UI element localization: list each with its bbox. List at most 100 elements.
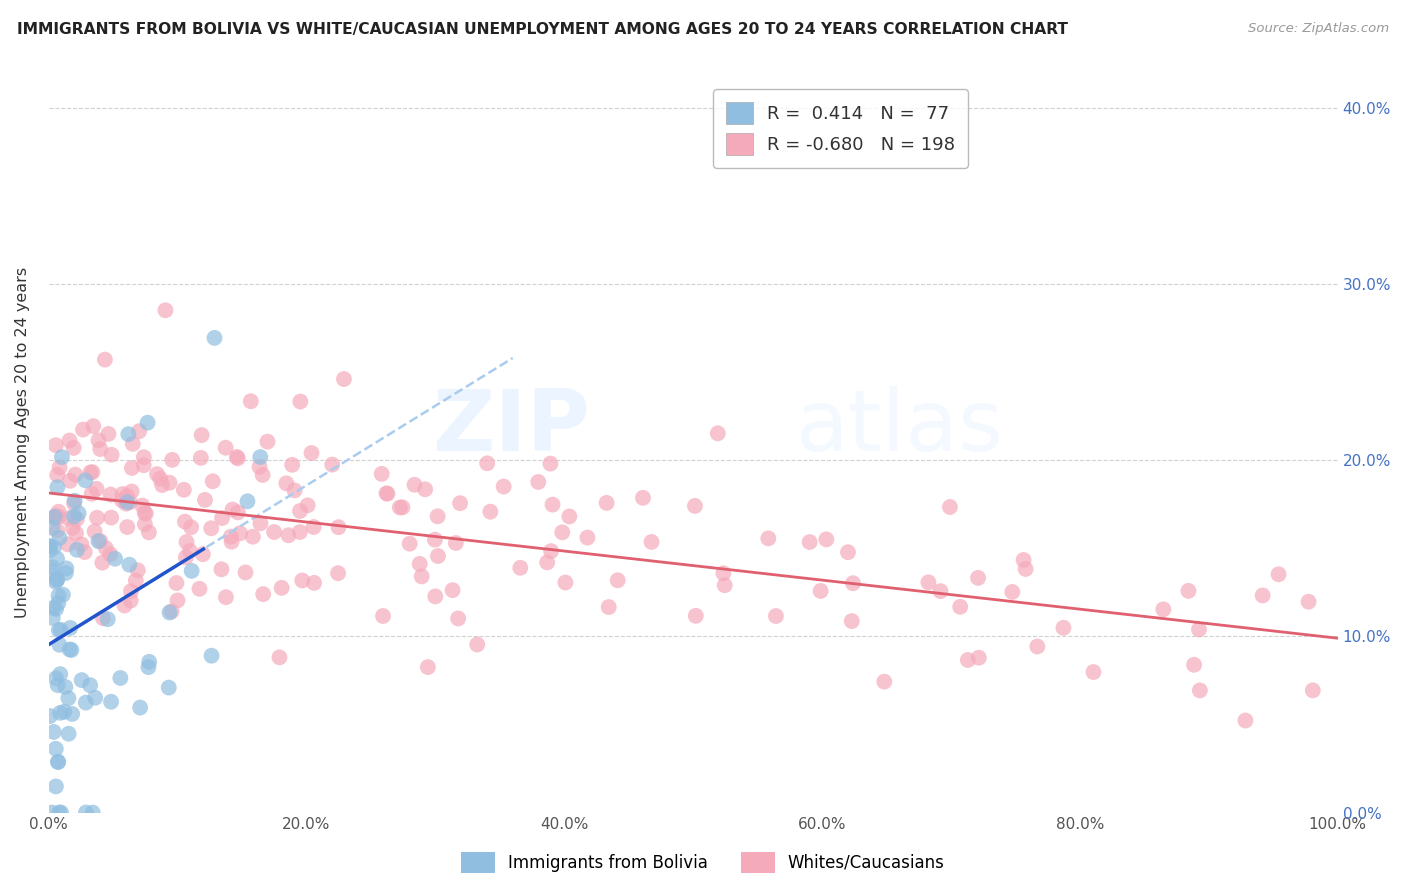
Point bbox=[45, 508, 67, 523]
Point bbox=[328, 520, 350, 534]
Point bbox=[176, 535, 198, 549]
Point bbox=[1251, 589, 1274, 603]
Point bbox=[110, 671, 132, 685]
Point bbox=[100, 487, 122, 501]
Point bbox=[606, 574, 628, 588]
Point bbox=[82, 805, 104, 820]
Point bbox=[388, 500, 411, 515]
Point bbox=[221, 534, 243, 549]
Point bbox=[118, 495, 141, 509]
Point bbox=[58, 434, 80, 448]
Point bbox=[67, 506, 90, 520]
Point bbox=[121, 484, 143, 499]
Point bbox=[166, 593, 188, 607]
Point bbox=[87, 434, 110, 448]
Point bbox=[45, 741, 67, 756]
Point bbox=[194, 492, 217, 507]
Point bbox=[132, 450, 155, 465]
Point bbox=[100, 510, 122, 524]
Point bbox=[62, 441, 84, 455]
Point bbox=[173, 483, 195, 497]
Point bbox=[249, 516, 271, 531]
Point bbox=[39, 564, 62, 578]
Point bbox=[221, 502, 243, 516]
Point bbox=[302, 575, 325, 590]
Point bbox=[46, 468, 69, 483]
Point bbox=[391, 500, 413, 515]
Point bbox=[536, 555, 558, 569]
Point bbox=[66, 512, 89, 526]
Point bbox=[48, 460, 70, 475]
Point bbox=[190, 428, 212, 442]
Point bbox=[269, 650, 291, 665]
Point bbox=[214, 441, 236, 455]
Point bbox=[60, 706, 83, 721]
Point bbox=[63, 509, 86, 524]
Point bbox=[215, 590, 238, 604]
Point bbox=[155, 303, 177, 318]
Point bbox=[138, 660, 160, 674]
Point bbox=[46, 678, 69, 692]
Point bbox=[63, 497, 86, 511]
Point bbox=[685, 608, 707, 623]
Point bbox=[249, 450, 271, 464]
Point bbox=[65, 526, 87, 541]
Point bbox=[1083, 665, 1105, 679]
Point bbox=[48, 509, 70, 524]
Point bbox=[209, 562, 232, 576]
Point bbox=[111, 487, 134, 501]
Point bbox=[70, 673, 93, 687]
Point bbox=[79, 678, 101, 692]
Point bbox=[398, 536, 420, 550]
Point bbox=[157, 681, 180, 695]
Point bbox=[180, 520, 202, 534]
Point bbox=[441, 583, 464, 598]
Point bbox=[551, 525, 574, 540]
Point bbox=[44, 510, 66, 524]
Point bbox=[120, 593, 142, 607]
Point bbox=[200, 648, 222, 663]
Point bbox=[201, 475, 224, 489]
Point bbox=[46, 755, 69, 769]
Point bbox=[333, 372, 356, 386]
Point bbox=[281, 458, 304, 472]
Y-axis label: Unemployment Among Ages 20 to 24 years: Unemployment Among Ages 20 to 24 years bbox=[15, 268, 30, 618]
Point bbox=[48, 589, 70, 603]
Point bbox=[75, 696, 97, 710]
Point bbox=[707, 426, 730, 441]
Point bbox=[117, 427, 139, 442]
Point bbox=[842, 576, 865, 591]
Point bbox=[138, 655, 160, 669]
Point bbox=[75, 473, 97, 487]
Point bbox=[174, 550, 197, 565]
Point bbox=[413, 483, 436, 497]
Point bbox=[1152, 602, 1174, 616]
Point bbox=[53, 705, 76, 719]
Point bbox=[188, 582, 211, 596]
Point bbox=[190, 450, 212, 465]
Point bbox=[160, 604, 183, 618]
Point bbox=[49, 805, 72, 820]
Point bbox=[80, 487, 103, 501]
Point bbox=[375, 486, 398, 500]
Point bbox=[631, 491, 654, 505]
Point bbox=[121, 461, 143, 475]
Point bbox=[86, 482, 108, 496]
Point bbox=[59, 474, 82, 488]
Point bbox=[540, 544, 562, 558]
Point bbox=[100, 448, 122, 462]
Point bbox=[226, 451, 249, 466]
Point bbox=[408, 557, 430, 571]
Point bbox=[263, 524, 285, 539]
Point bbox=[46, 551, 69, 566]
Point bbox=[48, 805, 70, 820]
Point bbox=[301, 446, 323, 460]
Text: atlas: atlas bbox=[796, 386, 1004, 469]
Point bbox=[55, 561, 77, 575]
Point bbox=[62, 521, 84, 535]
Point bbox=[423, 533, 446, 547]
Point bbox=[136, 416, 159, 430]
Point bbox=[117, 520, 139, 534]
Legend: R =  0.414   N =  77, R = -0.680   N = 198: R = 0.414 N = 77, R = -0.680 N = 198 bbox=[713, 89, 967, 168]
Point bbox=[87, 534, 110, 549]
